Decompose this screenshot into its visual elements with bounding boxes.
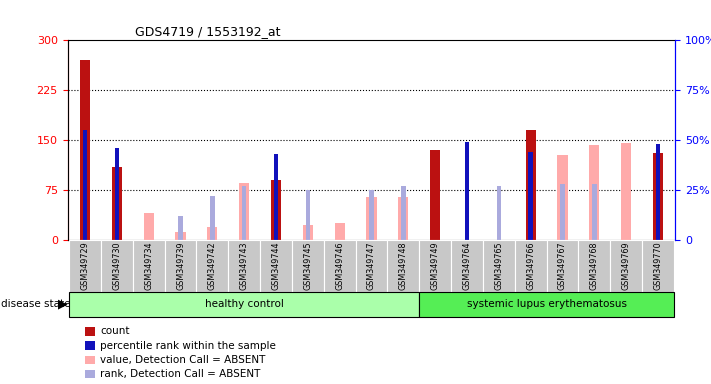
Bar <box>335 223 345 240</box>
Text: percentile rank within the sample: percentile rank within the sample <box>100 341 276 351</box>
Text: healthy control: healthy control <box>205 299 284 310</box>
Bar <box>496 186 501 240</box>
Text: rank, Detection Call = ABSENT: rank, Detection Call = ABSENT <box>100 369 261 379</box>
Bar <box>101 240 133 292</box>
Text: GSM349749: GSM349749 <box>431 242 439 290</box>
Bar <box>557 155 567 240</box>
Text: GSM349770: GSM349770 <box>653 242 663 290</box>
Bar <box>80 60 90 240</box>
Text: GSM349746: GSM349746 <box>335 242 344 290</box>
Bar <box>196 240 228 292</box>
Bar <box>292 240 324 292</box>
Text: disease state: disease state <box>1 299 71 309</box>
Bar <box>525 130 535 240</box>
Bar <box>366 197 377 240</box>
Text: GSM349766: GSM349766 <box>526 242 535 290</box>
Bar <box>528 152 533 240</box>
Bar <box>303 225 313 240</box>
Bar <box>133 240 165 292</box>
Text: GSM349768: GSM349768 <box>590 242 599 290</box>
Bar <box>242 186 247 240</box>
Bar <box>306 190 310 240</box>
Text: GSM349743: GSM349743 <box>240 242 249 290</box>
Bar <box>483 240 515 292</box>
Bar <box>401 186 405 240</box>
Bar <box>560 184 565 240</box>
Text: GSM349745: GSM349745 <box>304 242 312 290</box>
Text: GSM349748: GSM349748 <box>399 242 408 290</box>
Bar <box>547 240 578 292</box>
Text: GSM349767: GSM349767 <box>558 242 567 290</box>
Text: GSM349729: GSM349729 <box>80 242 90 290</box>
Text: GSM349739: GSM349739 <box>176 242 185 290</box>
Text: GSM349734: GSM349734 <box>144 242 153 290</box>
Bar <box>165 240 196 292</box>
Text: GSM349769: GSM349769 <box>621 242 631 290</box>
Bar <box>178 216 183 240</box>
Bar <box>112 167 122 240</box>
Bar <box>210 196 215 240</box>
Text: GSM349730: GSM349730 <box>112 242 122 290</box>
Bar <box>228 240 260 292</box>
Bar <box>419 240 451 292</box>
Text: GDS4719 / 1553192_at: GDS4719 / 1553192_at <box>135 25 281 38</box>
Bar <box>274 154 278 240</box>
Bar <box>653 154 663 240</box>
Bar <box>642 240 674 292</box>
Bar <box>271 180 281 240</box>
Bar <box>398 197 408 240</box>
Bar <box>387 240 419 292</box>
Bar <box>114 148 119 240</box>
Text: value, Detection Call = ABSENT: value, Detection Call = ABSENT <box>100 355 266 365</box>
Bar <box>260 240 292 292</box>
Text: GSM349747: GSM349747 <box>367 242 376 290</box>
Bar <box>69 240 101 292</box>
Bar <box>324 240 356 292</box>
Text: GSM349765: GSM349765 <box>494 242 503 290</box>
Bar <box>69 292 419 317</box>
Bar <box>176 232 186 240</box>
Bar <box>208 227 218 240</box>
Bar <box>656 144 661 240</box>
Text: GSM349744: GSM349744 <box>272 242 281 290</box>
Bar <box>515 240 547 292</box>
Bar <box>610 240 642 292</box>
Text: GSM349764: GSM349764 <box>462 242 471 290</box>
Bar <box>621 144 631 240</box>
Bar <box>82 130 87 240</box>
Text: systemic lupus erythematosus: systemic lupus erythematosus <box>466 299 626 310</box>
Bar <box>589 146 599 240</box>
Text: ▶: ▶ <box>58 298 68 311</box>
Bar <box>430 150 440 240</box>
Bar <box>239 184 250 240</box>
Bar <box>356 240 387 292</box>
Text: GSM349742: GSM349742 <box>208 242 217 290</box>
Bar <box>465 142 469 240</box>
Bar <box>578 240 610 292</box>
Bar <box>592 184 597 240</box>
Text: count: count <box>100 326 129 336</box>
Bar <box>451 240 483 292</box>
Bar <box>369 190 374 240</box>
Bar <box>144 214 154 240</box>
Bar <box>419 292 674 317</box>
